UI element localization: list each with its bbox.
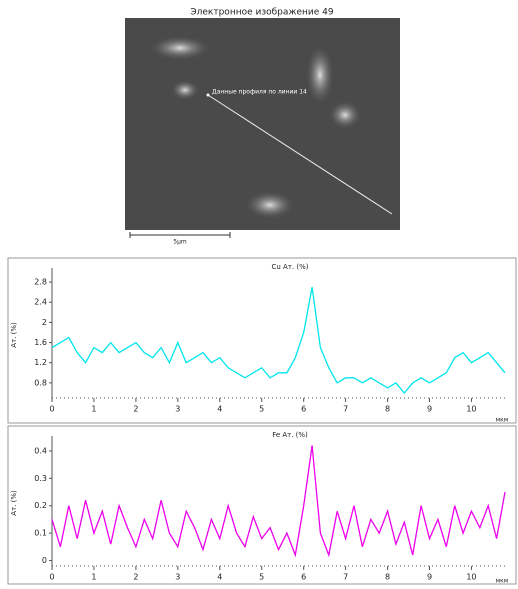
- x-tick-label: 4: [217, 573, 222, 582]
- x-tick-label: 6: [301, 573, 306, 582]
- y-tick-label: 0.3: [34, 474, 47, 483]
- x-axis-label: мкм: [496, 417, 509, 424]
- x-tick-label: 10: [466, 573, 476, 582]
- x-tick-label: 9: [427, 573, 432, 582]
- x-tick-label: 7: [343, 573, 348, 582]
- x-tick-label: 8: [385, 573, 390, 582]
- x-axis-label: мкм: [496, 578, 509, 585]
- data-line: [51, 286, 506, 395]
- data-line: [51, 445, 506, 558]
- x-tick-label: 7: [343, 405, 348, 414]
- x-tick-label: 4: [217, 405, 222, 414]
- y-tick-label: 0.1: [34, 529, 47, 538]
- line-annotation: Данные профиля по линии 14: [212, 89, 307, 96]
- x-tick-label: 2: [133, 405, 138, 414]
- y-tick-label: 2.8: [34, 278, 47, 287]
- sem-image: [125, 18, 400, 230]
- chart-title: Fe Ат. (%): [272, 431, 308, 439]
- x-tick-label: 5: [259, 573, 264, 582]
- x-tick-label: 10: [466, 405, 476, 414]
- y-tick-label: 0.8: [34, 378, 47, 387]
- y-tick-label: 0.4: [34, 446, 47, 455]
- panel: [7, 425, 517, 585]
- y-tick-label: 2.4: [34, 298, 47, 307]
- y-tick-label: 2: [42, 318, 47, 327]
- y-axis-label: Ат. (%): [10, 322, 18, 348]
- x-tick-label: 5: [259, 405, 264, 414]
- x-tick-label: 3: [175, 405, 180, 414]
- panel: [7, 257, 517, 424]
- y-tick-label: 1.6: [34, 338, 47, 347]
- scale-label: 5µm: [173, 239, 187, 246]
- x-tick-label: 6: [301, 405, 306, 414]
- scale-bar: [129, 232, 231, 238]
- x-tick-label: 0: [49, 405, 54, 414]
- x-tick-label: 8: [385, 405, 390, 414]
- x-tick-label: 1: [91, 405, 96, 414]
- y-axis-label: Ат. (%): [10, 490, 18, 516]
- x-tick-label: 3: [175, 573, 180, 582]
- y-tick-label: 0: [42, 556, 47, 565]
- x-tick-label: 0: [49, 573, 54, 582]
- y-tick-label: 0.2: [34, 501, 47, 510]
- x-tick-label: 2: [133, 573, 138, 582]
- x-tick-label: 1: [91, 573, 96, 582]
- image-title: Электронное изображение 49: [190, 8, 334, 18]
- x-tick-label: 9: [427, 405, 432, 414]
- chart-title: Cu Ат. (%): [272, 263, 309, 271]
- y-tick-label: 1.2: [34, 358, 47, 367]
